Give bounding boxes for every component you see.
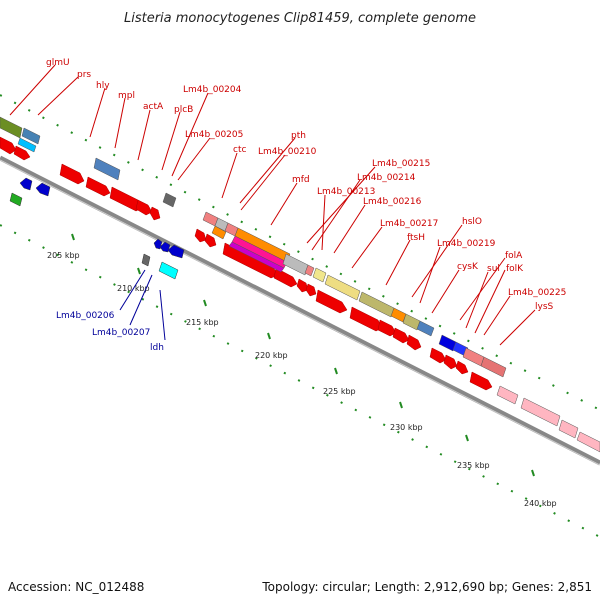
gene-labels-reverse: Lm4b_00206 Lm4b_00207 ldh: [56, 311, 164, 353]
gene-arrow: [377, 319, 397, 337]
kbp-label: 240 kbp: [524, 499, 557, 508]
gene-box: [93, 157, 121, 181]
gene-box: [162, 192, 177, 208]
gene-arrow: [59, 163, 85, 185]
gene-box: [17, 137, 37, 153]
gene-label: Lm4b_00210: [258, 147, 317, 157]
gene-arrow: [305, 283, 317, 297]
gene-arrow: [159, 241, 171, 253]
gene-arrow: [135, 199, 153, 216]
gene-label: Lm4b_00205: [185, 130, 243, 140]
gene-arrow: [315, 289, 348, 314]
gene-label: Lm4b_00216: [363, 197, 422, 207]
gene-box: [402, 313, 421, 331]
gene-arrow: [19, 177, 33, 191]
gene-box: [438, 334, 457, 352]
gene-box: [0, 116, 23, 139]
gene-arrow: [349, 306, 383, 332]
gene-label: sul: [487, 264, 500, 274]
gene-box: [358, 291, 395, 318]
gene-box: [141, 253, 151, 267]
reverse-genes: [9, 177, 185, 280]
gene-arrow: [149, 206, 161, 221]
gene-label: Lm4b_00207: [92, 328, 150, 338]
map-title: Listeria monocytogenes Clip81459, comple…: [124, 11, 476, 26]
gene-box: [21, 127, 41, 145]
gene-arrow: [273, 267, 298, 288]
gene-arrow: [429, 347, 447, 364]
gene-label: Lm4b_00217: [380, 219, 438, 229]
gene-box: [282, 253, 309, 276]
topology-label: Topology: circular; Length: 2,912,690 bp…: [262, 580, 592, 594]
gene-label: ftsH: [407, 233, 425, 243]
gene-label: folK: [506, 264, 524, 274]
gene-box: [520, 397, 561, 427]
accession-label: Accession: NC_012488: [8, 580, 145, 594]
gene-box: [312, 267, 327, 283]
gene-label: Lm4b_00214: [357, 173, 416, 183]
tick-tracks: [0, 94, 600, 538]
kbp-label: 220 kbp: [255, 351, 288, 360]
gene-label: pth: [291, 131, 306, 141]
gene-label: plcB: [174, 105, 193, 115]
gene-labels-forward: glmU prs hly mpl actA plcB Lm4b_00204 Lm…: [46, 58, 566, 312]
gene-box: [576, 431, 600, 453]
gene-label: Lm4b_00225: [508, 288, 566, 298]
gene-box: [211, 225, 227, 240]
gene-label: hslO: [462, 217, 482, 227]
gene-box: [558, 419, 579, 439]
gene-label: ctc: [233, 145, 246, 155]
gene-label: Lm4b_00215: [372, 159, 430, 169]
gene-arrow: [406, 334, 422, 351]
gene-box: [9, 192, 23, 207]
major-ticks: [71, 233, 535, 477]
gene-arrow: [392, 327, 410, 344]
gene-box: [480, 356, 507, 378]
gene-box: [496, 385, 519, 405]
forward-genes-outer: [0, 116, 600, 453]
forward-genes: [0, 136, 493, 391]
gene-label: Lm4b_00204: [183, 85, 242, 95]
gene-arrow: [167, 244, 185, 259]
gene-arrow: [153, 238, 163, 250]
gene-label: mfd: [292, 175, 310, 185]
label-leaders: [9, 64, 536, 346]
gene-arrow: [296, 278, 309, 293]
kbp-label: 205 kbp: [47, 251, 80, 260]
gene-box: [304, 264, 315, 277]
gene-label: prs: [77, 70, 91, 80]
gene-arrow: [35, 182, 51, 197]
gene-label: Lm4b_00206: [56, 311, 115, 321]
genome-backbone: [0, 155, 600, 466]
gene-label: Lm4b_00219: [437, 239, 496, 249]
gene-arrow: [443, 354, 458, 370]
gene-box: [228, 241, 285, 273]
kbp-label: 225 kbp: [323, 387, 356, 396]
gene-arrow: [455, 360, 469, 375]
gene-box: [324, 274, 361, 301]
gene-arrow: [13, 145, 31, 161]
gene-label: hly: [96, 81, 110, 91]
gene-label: ldh: [150, 343, 164, 353]
gene-label: glmU: [46, 58, 70, 68]
gene-arrow: [85, 176, 111, 197]
gene-arrow: [469, 371, 493, 391]
gene-box: [462, 347, 485, 367]
gene-arrow: [204, 233, 217, 248]
gene-label: folA: [505, 251, 523, 261]
gene-box: [416, 320, 435, 337]
gene-label: actA: [143, 102, 164, 112]
gene-label: Lm4b_00213: [317, 187, 375, 197]
gene-label: lysS: [535, 302, 554, 312]
gene-arrow: [0, 136, 17, 155]
kbp-label: 215 kbp: [186, 318, 219, 327]
gene-box: [158, 261, 179, 280]
gene-box: [390, 307, 407, 323]
gene-label: cysK: [457, 262, 479, 272]
gene-arrow: [194, 228, 207, 243]
kbp-label: 230 kbp: [390, 423, 423, 432]
gene-label: mpl: [118, 91, 135, 101]
kbp-label: 235 kbp: [457, 461, 490, 470]
